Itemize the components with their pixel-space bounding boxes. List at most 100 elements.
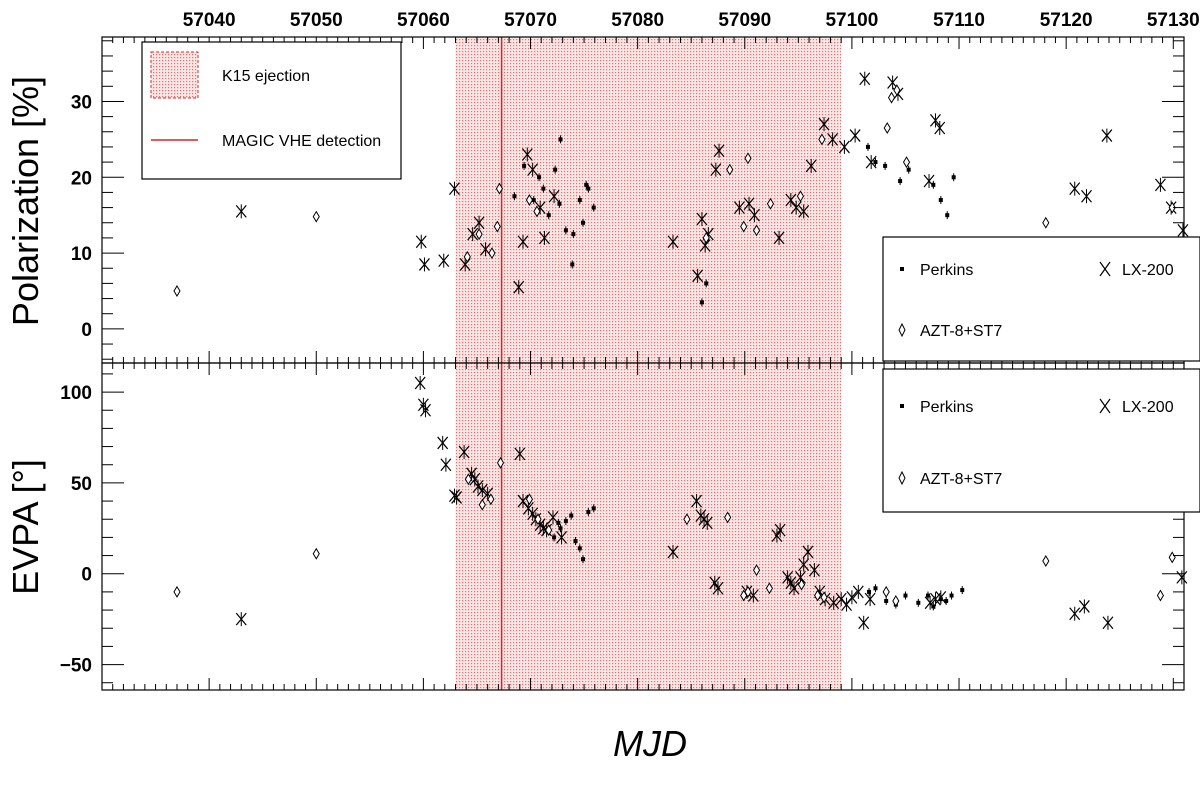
perkins-legend-marker [900, 267, 904, 271]
data-point-azt-8-st7 [887, 91, 896, 104]
data-point-lx-200 [924, 596, 936, 610]
x-tick-labels: 57040 57050 57060 57070 57080 57090 57100 57110… [183, 10, 1200, 31]
data-point-lx-200 [1102, 616, 1114, 630]
data-point-perkins [558, 526, 563, 531]
data-point-azt-8-st7 [1156, 589, 1165, 602]
lx200-legend-marker [1099, 261, 1111, 277]
k15-legend-label: K15 ejection [222, 68, 310, 85]
data-point-azt-8-st7 [545, 524, 553, 537]
data-point-lx-200 [713, 144, 725, 158]
data-point-lx-200 [696, 212, 708, 226]
evpa-frame [101, 362, 1185, 691]
data-point-lx-200 [420, 403, 431, 417]
data-point-lx-200 [798, 558, 810, 572]
data-point-perkins [586, 509, 591, 514]
data-point-perkins [531, 198, 536, 202]
data-point-lx-200 [828, 596, 840, 610]
data-point-perkins [704, 281, 709, 286]
data-point-lx-200 [547, 511, 559, 524]
data-point-azt-8-st7 [744, 585, 752, 598]
y-tick-label: −50 [60, 656, 92, 677]
evpa-panel: −50 0 50 100 EVPA [°] [5, 362, 1188, 691]
data-point-lx-200 [437, 436, 449, 450]
x-tick-label: 57130 [1147, 10, 1200, 31]
lx200-legend-marker [1099, 398, 1111, 414]
x-tick-label: 57120 [1040, 10, 1093, 31]
data-point-azt-8-st7 [487, 493, 495, 506]
data-point-perkins [591, 205, 596, 210]
region-legend: K15 ejection MAGIC VHE detection [141, 41, 402, 180]
data-point-lx-200 [438, 254, 450, 268]
data-point-lx-200 [859, 72, 871, 86]
data-point-azt-8-st7 [797, 578, 806, 591]
data-point-lx-200 [858, 616, 870, 630]
data-point-perkins [925, 593, 930, 598]
data-point-lx-200 [1069, 182, 1081, 196]
data-point-perkins [552, 535, 557, 540]
data-point-perkins [945, 213, 950, 218]
data-point-azt-8-st7 [820, 591, 828, 604]
data-point-perkins [563, 228, 568, 233]
data-point-lx-200 [440, 458, 452, 472]
data-point-azt-8-st7 [173, 585, 181, 598]
data-point-azt-8-st7 [752, 224, 761, 237]
data-point-perkins [951, 175, 956, 180]
data-point-lx-200 [699, 239, 711, 252]
data-point-lx-200 [418, 258, 430, 271]
data-point-perkins [556, 520, 561, 525]
data-point-perkins [584, 182, 589, 187]
data-point-perkins [591, 506, 596, 511]
polarization-ticks: 0 10 20 30 [71, 40, 1184, 360]
data-point-azt-8-st7 [724, 511, 732, 524]
data-point-azt-8-st7 [1168, 551, 1176, 564]
data-point-lx-200 [934, 121, 946, 135]
y-tick-label: 0 [81, 320, 92, 341]
data-point-lx-200 [864, 592, 876, 606]
data-point-lx-200 [1081, 189, 1092, 203]
data-point-lx-200 [798, 204, 810, 218]
data-point-azt-8-st7 [902, 156, 911, 169]
data-point-azt-8-st7 [312, 547, 320, 560]
data-point-azt-8-st7 [1168, 201, 1176, 214]
data-point-perkins [949, 593, 954, 598]
data-point-lx-200 [818, 117, 830, 131]
data-point-perkins [557, 201, 562, 206]
data-point-perkins [541, 186, 546, 191]
data-point-lx-200 [923, 174, 935, 188]
data-point-perkins [577, 198, 582, 202]
x-tick-label: 57040 [183, 10, 236, 31]
data-point-azt-8-st7 [882, 585, 890, 598]
data-point-perkins [906, 167, 911, 172]
data-point-lx-200 [785, 193, 797, 207]
data-point-lx-200 [865, 155, 877, 169]
data-point-azt-8-st7 [765, 582, 773, 595]
lx200-legend-label: LX-200 [1122, 399, 1174, 416]
data-point-perkins [581, 557, 586, 562]
data-point-lx-200 [838, 140, 850, 154]
data-point-azt-8-st7 [525, 194, 534, 206]
data-point-perkins [884, 598, 889, 603]
data-point-azt-8-st7 [493, 220, 501, 233]
data-point-lx-200 [1069, 607, 1081, 621]
data-point-azt-8-st7 [766, 197, 775, 210]
data-point-perkins [938, 198, 943, 202]
data-point-azt-8-st7 [495, 182, 504, 195]
polarization-points [173, 71, 1189, 307]
perkins-legend-marker [900, 404, 904, 408]
data-point-lx-200 [788, 581, 800, 595]
data-point-lx-200 [808, 563, 820, 577]
data-point-perkins [699, 300, 704, 305]
data-point-lx-200 [846, 590, 858, 604]
data-point-lx-200 [667, 235, 679, 249]
polarization-series-legend: Perkins LX-200 AZT-8+ST7 [882, 236, 1200, 362]
x-ticks [112, 37, 1185, 690]
data-point-perkins [903, 593, 908, 598]
data-point-lx-200 [835, 592, 847, 606]
polarization-axis-label: Polarization [%] [5, 76, 46, 326]
data-point-perkins [563, 519, 568, 524]
data-point-lx-200 [935, 590, 947, 604]
data-point-perkins [883, 163, 888, 168]
data-point-perkins [586, 186, 591, 191]
x-tick-label: 57110 [933, 10, 985, 31]
